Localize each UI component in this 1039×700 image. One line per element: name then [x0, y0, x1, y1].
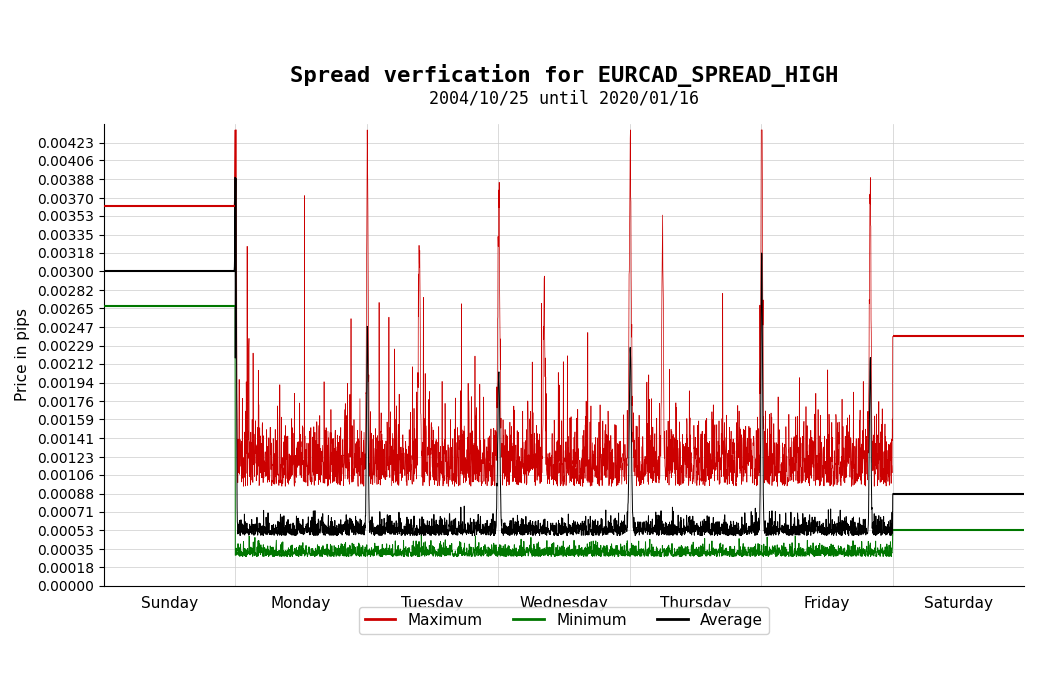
Maximum: [577, 482, 589, 491]
Average: [680, 526, 692, 534]
Minimum: [1018, 526, 1031, 535]
Maximum: [840, 473, 852, 482]
Minimum: [840, 551, 852, 559]
Maximum: [223, 202, 236, 211]
Line: Minimum: Minimum: [104, 306, 1024, 556]
Minimum: [1007, 526, 1019, 535]
Maximum: [680, 473, 692, 482]
Text: 2004/10/25 until 2020/01/16: 2004/10/25 until 2020/01/16: [429, 90, 699, 108]
Title: Spread verfication for EURCAD_SPREAD_HIGH: Spread verfication for EURCAD_SPREAD_HIG…: [290, 64, 838, 87]
Maximum: [98, 202, 110, 211]
Y-axis label: Price in pips: Price in pips: [15, 308, 30, 401]
Maximum: [229, 126, 241, 134]
Minimum: [680, 552, 692, 560]
Minimum: [515, 552, 528, 561]
Minimum: [584, 545, 596, 554]
Line: Maximum: Maximum: [104, 130, 1024, 486]
Average: [700, 527, 713, 536]
Maximum: [701, 451, 714, 459]
Average: [98, 267, 110, 276]
Average: [229, 173, 241, 181]
Legend: Maximum, Minimum, Average: Maximum, Minimum, Average: [358, 607, 769, 634]
Maximum: [584, 448, 596, 456]
Average: [1007, 489, 1019, 498]
Average: [1018, 489, 1031, 498]
Maximum: [1007, 332, 1019, 341]
Average: [843, 531, 855, 540]
Line: Average: Average: [104, 177, 1024, 536]
Minimum: [223, 302, 236, 310]
Maximum: [1018, 332, 1031, 341]
Average: [223, 267, 236, 276]
Average: [584, 512, 596, 521]
Minimum: [700, 552, 713, 560]
Minimum: [98, 302, 110, 310]
Average: [840, 523, 852, 531]
